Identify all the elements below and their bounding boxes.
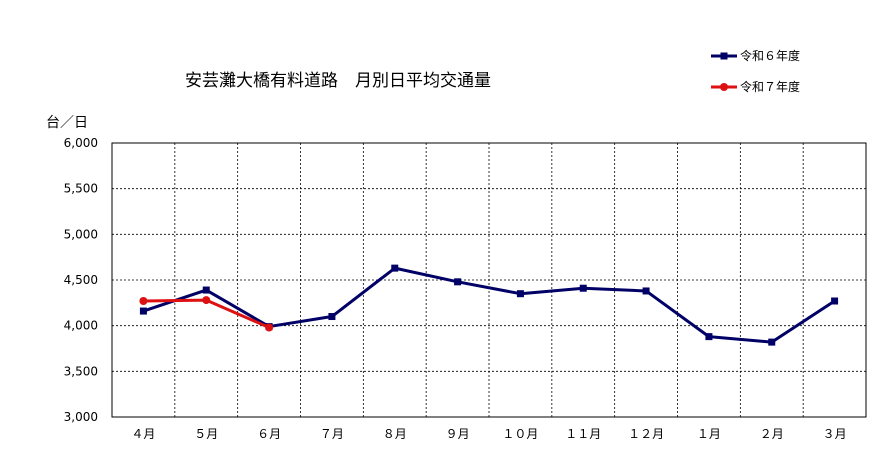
x-tick-label: ８月 xyxy=(383,427,407,441)
y-tick-label: 6,000 xyxy=(64,136,98,150)
legend-item: 令和７年度 xyxy=(711,79,800,94)
data-point xyxy=(831,297,839,305)
y-axis-unit: 台／日 xyxy=(46,115,88,131)
data-point xyxy=(579,284,587,292)
series-line xyxy=(142,266,836,344)
y-axis-ticks: 3,000 3,500 4,000 4,500 5,000 5,500 6,000 xyxy=(64,136,98,424)
data-point xyxy=(516,290,524,298)
chart-title: 安芸灘大橋有料道路 月別日平均交通量 xyxy=(185,71,491,91)
legend-marker xyxy=(720,52,728,60)
x-tick-label: ６月 xyxy=(257,427,281,441)
x-tick-label: １１月 xyxy=(565,427,601,441)
data-point xyxy=(768,338,776,346)
data-point xyxy=(391,264,399,272)
legend-label: 令和７年度 xyxy=(740,79,800,94)
y-tick-label: 5,000 xyxy=(64,227,98,241)
x-tick-label: １２月 xyxy=(628,427,664,441)
legend-item: 令和６年度 xyxy=(711,48,800,63)
data-point xyxy=(202,296,211,305)
data-point xyxy=(139,307,147,315)
y-tick-label: 4,000 xyxy=(64,319,98,333)
grid-lines xyxy=(112,143,866,417)
x-tick-label: ７月 xyxy=(320,427,344,441)
series-1 xyxy=(139,264,839,346)
data-point xyxy=(139,297,148,306)
x-tick-label: ２月 xyxy=(760,427,784,441)
legend-marker xyxy=(720,83,728,91)
data-point xyxy=(265,323,274,332)
x-tick-label: ５月 xyxy=(194,427,218,441)
data-point xyxy=(202,286,210,294)
series-2 xyxy=(139,296,274,332)
data-point xyxy=(328,313,336,321)
x-tick-label: ９月 xyxy=(446,427,470,441)
x-axis-ticks: ４月 ５月 ６月 ７月 ８月 ９月 １０月 １１月 １２月 １月 ２月 ３月 xyxy=(131,427,846,441)
data-point xyxy=(642,287,650,295)
data-point xyxy=(454,278,462,286)
y-tick-label: 4,500 xyxy=(64,273,98,287)
x-tick-label: １０月 xyxy=(502,427,538,441)
legend-label: 令和６年度 xyxy=(740,48,800,63)
x-tick-label: １月 xyxy=(697,427,721,441)
series-layer xyxy=(139,264,839,346)
y-tick-label: 3,000 xyxy=(64,410,98,424)
x-tick-label: ３月 xyxy=(823,427,847,441)
x-tick-label: ４月 xyxy=(131,427,155,441)
data-point xyxy=(705,333,713,341)
y-tick-label: 5,500 xyxy=(64,182,98,196)
y-tick-label: 3,500 xyxy=(64,364,98,378)
